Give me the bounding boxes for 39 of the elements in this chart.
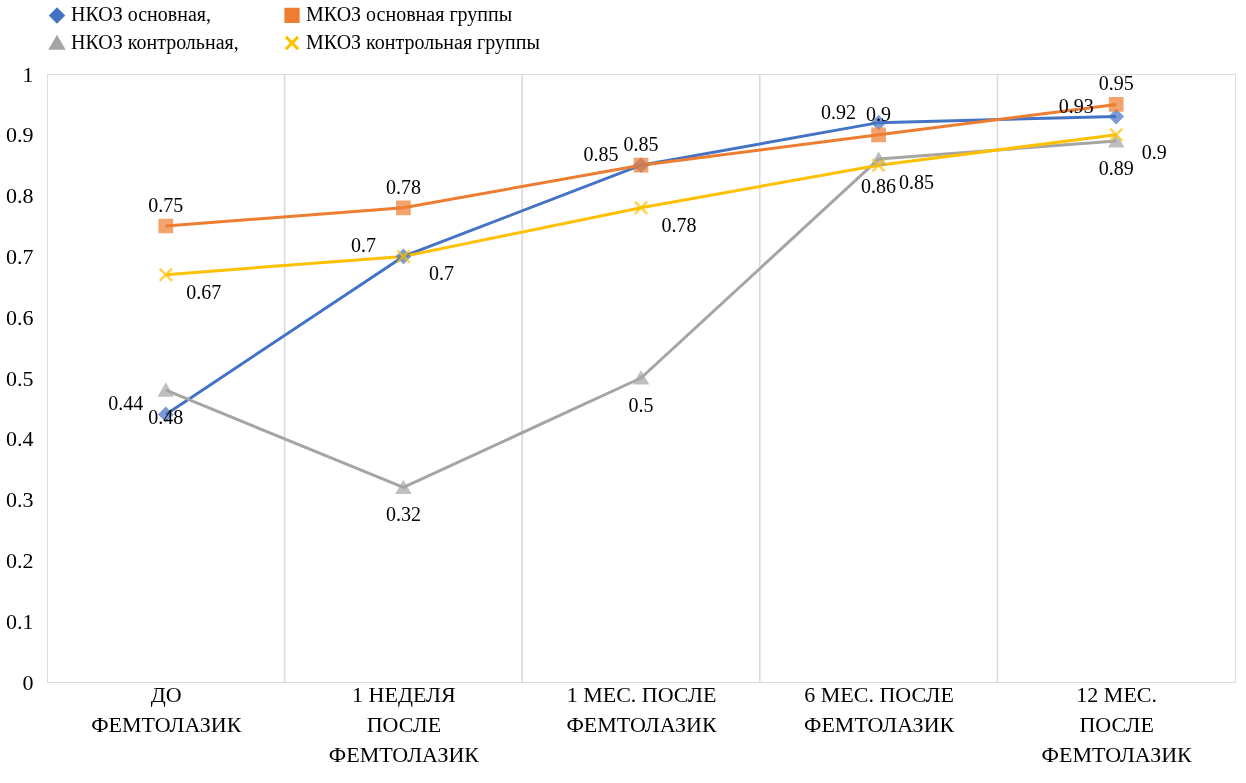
y-tick-label: 0.2 [6, 547, 34, 573]
y-tick-label: 0.4 [6, 426, 34, 452]
y-tick-label: 1 [22, 61, 34, 87]
y-tick-label: 0.6 [6, 304, 34, 330]
data-label: 0.78 [661, 213, 697, 236]
legend-label: МКОЗ контрольная группы [306, 31, 540, 54]
y-tick-label: 0 [22, 669, 34, 695]
data-label: 0.67 [186, 280, 222, 303]
data-label: 0.89 [1098, 156, 1134, 179]
data-label: 0.86 [861, 175, 897, 198]
x-tick-label: 6 МЕС. ПОСЛЕ ФЕМТОЛАЗИК [804, 681, 955, 737]
data-label: 0.95 [1098, 72, 1134, 95]
legend-label: НКОЗ контрольная, [71, 31, 239, 54]
y-tick-label: 0.8 [6, 183, 34, 209]
data-label: 0.7 [428, 262, 454, 285]
data-label: 0.85 [899, 171, 935, 194]
data-label: 0.48 [148, 406, 184, 429]
y-tick-label: 0.3 [6, 487, 34, 513]
data-label: 0.7 [350, 234, 376, 257]
y-tick-label: 0.1 [6, 608, 34, 634]
data-label: 0.85 [623, 133, 659, 156]
data-label: 0.5 [628, 394, 654, 416]
y-tick-label: 0.5 [6, 365, 34, 391]
x-tick-label: 1 НЕДЕЛЯ ПОСЛЕ ФЕМТОЛАЗИК [328, 681, 480, 767]
data-label: 0.32 [385, 503, 421, 526]
data-label: 0.9 [1141, 140, 1167, 163]
legend-label: МКОЗ основная группы [306, 3, 513, 27]
x-tick-label: 1 МЕС. ПОСЛЕ ФЕМТОЛАЗИК [566, 681, 717, 737]
data-label: 0.92 [821, 100, 857, 123]
data-label: 0.75 [148, 194, 184, 216]
data-label: 0.78 [385, 175, 421, 198]
data-label: 0.9 [866, 102, 892, 125]
y-tick-label: 0.7 [6, 243, 34, 269]
y-tick-label: 0.9 [6, 122, 34, 148]
x-tick-label: ДО ФЕМТОЛАЗИК [91, 681, 242, 737]
x-tick-label: 12 МЕС. ПОСЛЕ ФЕМТОЛАЗИК [1041, 681, 1193, 767]
legend-label: НКОЗ основная, [71, 3, 212, 26]
data-label: 0.44 [108, 392, 144, 415]
data-label: 0.85 [583, 143, 619, 166]
